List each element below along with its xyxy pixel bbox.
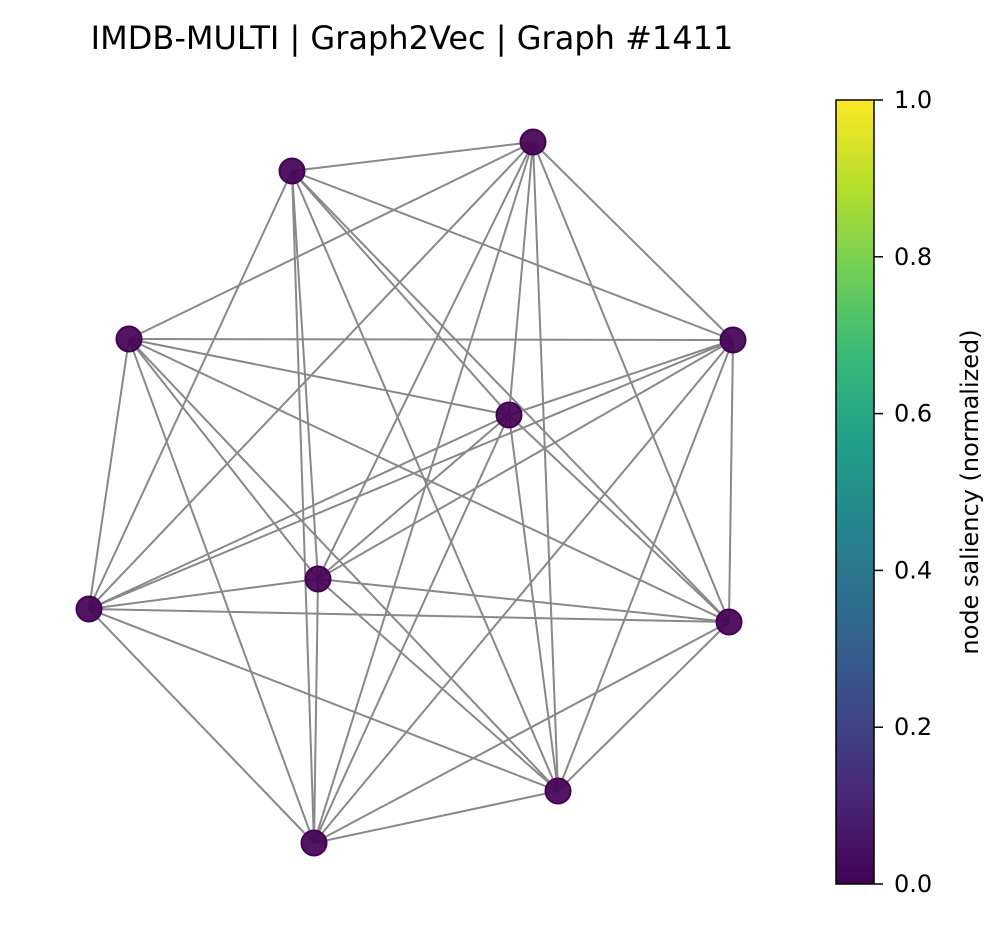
graph-edge bbox=[313, 621, 730, 844]
graph-edge bbox=[317, 414, 510, 580]
graph-node bbox=[544, 777, 572, 805]
graph-edge bbox=[128, 338, 730, 623]
graph-edge bbox=[88, 608, 730, 623]
colorbar-tick-label: 0.2 bbox=[894, 713, 932, 741]
graph-edge bbox=[313, 414, 510, 844]
graph-edge bbox=[728, 339, 734, 623]
colorbar-tick-label: 1.0 bbox=[894, 86, 932, 114]
colorbar: 0.0 0.2 0.4 0.6 0.8 1.0 node saliency (normal… bbox=[835, 86, 984, 898]
graph-edge bbox=[532, 141, 559, 792]
graph-edge bbox=[128, 141, 534, 340]
graph-edge bbox=[317, 578, 559, 792]
graph-node bbox=[300, 829, 328, 857]
graph-edge bbox=[508, 141, 534, 416]
colorbar-gradient bbox=[835, 99, 875, 885]
graph-edge bbox=[508, 414, 559, 792]
graph-edge bbox=[557, 339, 734, 792]
graph-node bbox=[75, 595, 103, 623]
graph-edge bbox=[508, 414, 730, 623]
graph-node bbox=[304, 565, 332, 593]
graph-edge bbox=[88, 414, 510, 610]
colorbar-label: node saliency (normalized) bbox=[956, 329, 984, 654]
graph-edge bbox=[128, 338, 510, 416]
graph-edge bbox=[88, 578, 319, 610]
graph-edge bbox=[88, 608, 559, 792]
graph-edge bbox=[291, 170, 510, 416]
graph-edge bbox=[532, 141, 734, 341]
colorbar-tick-label: 0.0 bbox=[894, 870, 932, 898]
graph-edge bbox=[313, 339, 734, 844]
graph-node bbox=[115, 325, 143, 353]
colorbar-tick-label: 0.4 bbox=[894, 556, 932, 584]
graph-node bbox=[278, 157, 306, 185]
graph-edge bbox=[313, 141, 534, 844]
graph-edge bbox=[291, 170, 315, 844]
graph-node bbox=[719, 326, 747, 354]
colorbar-tick-label: 0.8 bbox=[894, 243, 932, 271]
graph-edge bbox=[317, 339, 734, 580]
graph-node bbox=[495, 401, 523, 429]
graph-edge bbox=[291, 170, 559, 792]
colorbar-ticks: 0.0 0.2 0.4 0.6 0.8 1.0 bbox=[874, 86, 932, 898]
graph-nodes bbox=[75, 128, 747, 857]
graph-edge bbox=[291, 141, 534, 172]
graph-edge bbox=[128, 338, 319, 580]
chart-title: IMDB-MULTI | Graph2Vec | Graph #1411 bbox=[90, 19, 734, 57]
graph-node bbox=[519, 128, 547, 156]
graph-edge bbox=[317, 141, 534, 580]
graph-edge bbox=[291, 170, 734, 341]
graph-edge bbox=[128, 338, 734, 341]
graph-edge bbox=[317, 578, 730, 623]
graph-edge bbox=[557, 621, 730, 792]
graph-edges bbox=[88, 141, 734, 844]
graph-node bbox=[715, 608, 743, 636]
graph-edge bbox=[88, 608, 315, 844]
graph-edge bbox=[88, 338, 130, 610]
colorbar-tick-label: 0.6 bbox=[894, 400, 932, 428]
graph-edge bbox=[88, 170, 293, 610]
graph-edge bbox=[88, 339, 734, 610]
graph-edge bbox=[313, 790, 559, 844]
graph-edge bbox=[508, 339, 734, 416]
graph-edge bbox=[313, 578, 319, 844]
